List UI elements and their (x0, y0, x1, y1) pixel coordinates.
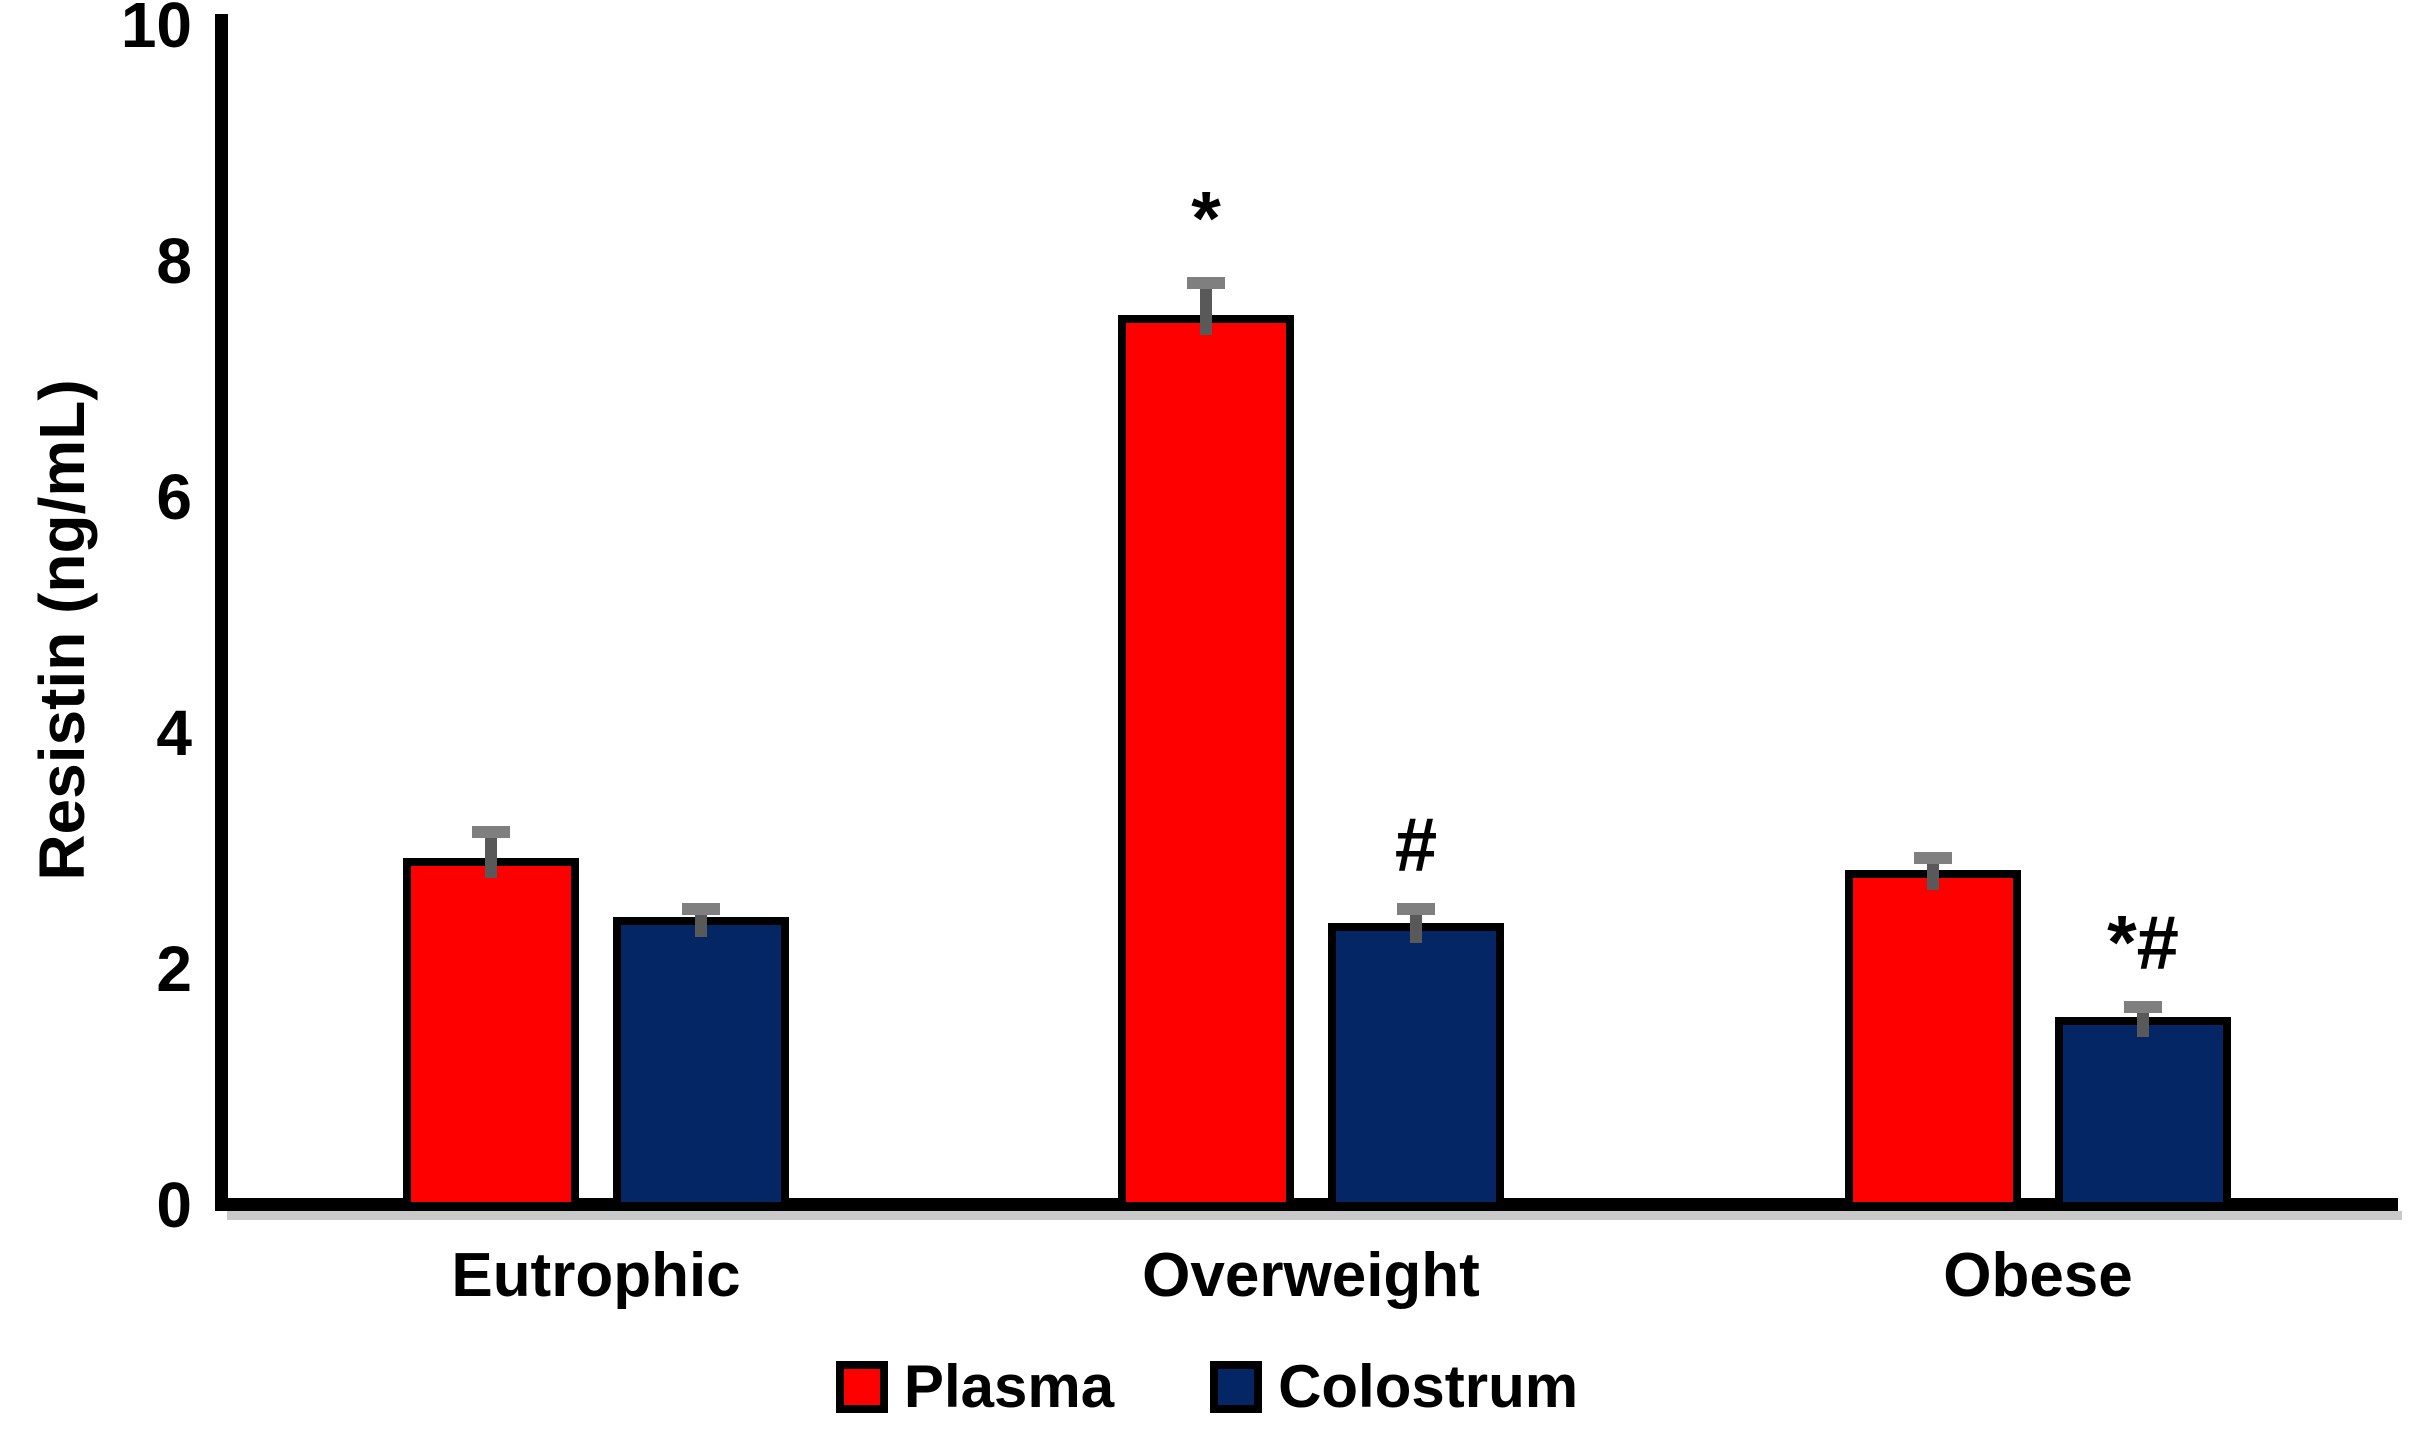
bar-plasma-overweight (1118, 315, 1294, 1210)
legend-swatch-plasma (835, 1360, 888, 1413)
legend-label-colostrum: Colostrum (1278, 1353, 1579, 1420)
error-bar-stem (1927, 858, 1939, 890)
error-bar-stem (2137, 1007, 2149, 1038)
y-tick-label-2: 2 (156, 933, 192, 1005)
error-bar-cap (472, 826, 510, 838)
y-tick-label-4: 4 (156, 697, 192, 769)
bar-colostrum-eutrophic (613, 916, 789, 1210)
error-bar-cap (1187, 277, 1225, 289)
error-bar-cap (2124, 1001, 2162, 1013)
x-axis-shadow (227, 1211, 2402, 1220)
legend-item-colostrum: Colostrum (1210, 1352, 1578, 1421)
legend: Plasma Colostrum (0, 1352, 2414, 1421)
legend-item-plasma: Plasma (835, 1352, 1115, 1421)
significance-mark-obese: *# (2107, 900, 2179, 986)
category-label-overweight: Overweight (1142, 1241, 1480, 1310)
y-axis-title: Resistin (ng/mL) (26, 379, 98, 881)
y-tick-label-0: 0 (156, 1169, 192, 1241)
y-tick-label-6: 6 (156, 461, 192, 533)
y-tick-label-10: 10 (120, 0, 192, 61)
error-bar-cap (682, 903, 720, 915)
error-bar-cap (1397, 903, 1435, 915)
bar-plasma-obese (1845, 869, 2021, 1210)
error-bar-stem (695, 909, 707, 937)
y-axis-line (215, 14, 228, 1210)
error-bar-cap (1914, 852, 1952, 864)
y-tick-label-8: 8 (156, 225, 192, 297)
category-label-obese: Obese (1943, 1241, 2133, 1310)
error-bar-stem (1410, 909, 1422, 943)
significance-mark-overweight: # (1394, 802, 1438, 888)
bar-colostrum-obese (2055, 1017, 2231, 1210)
error-bar-stem (1200, 283, 1212, 335)
significance-mark-overweight: * (1191, 176, 1221, 262)
bar-colostrum-overweight (1328, 922, 1504, 1210)
error-bar-stem (485, 832, 497, 878)
legend-swatch-colostrum (1210, 1360, 1263, 1413)
bar-plasma-eutrophic (403, 857, 579, 1210)
legend-label-plasma: Plasma (903, 1353, 1115, 1420)
category-label-eutrophic: Eutrophic (451, 1241, 741, 1310)
